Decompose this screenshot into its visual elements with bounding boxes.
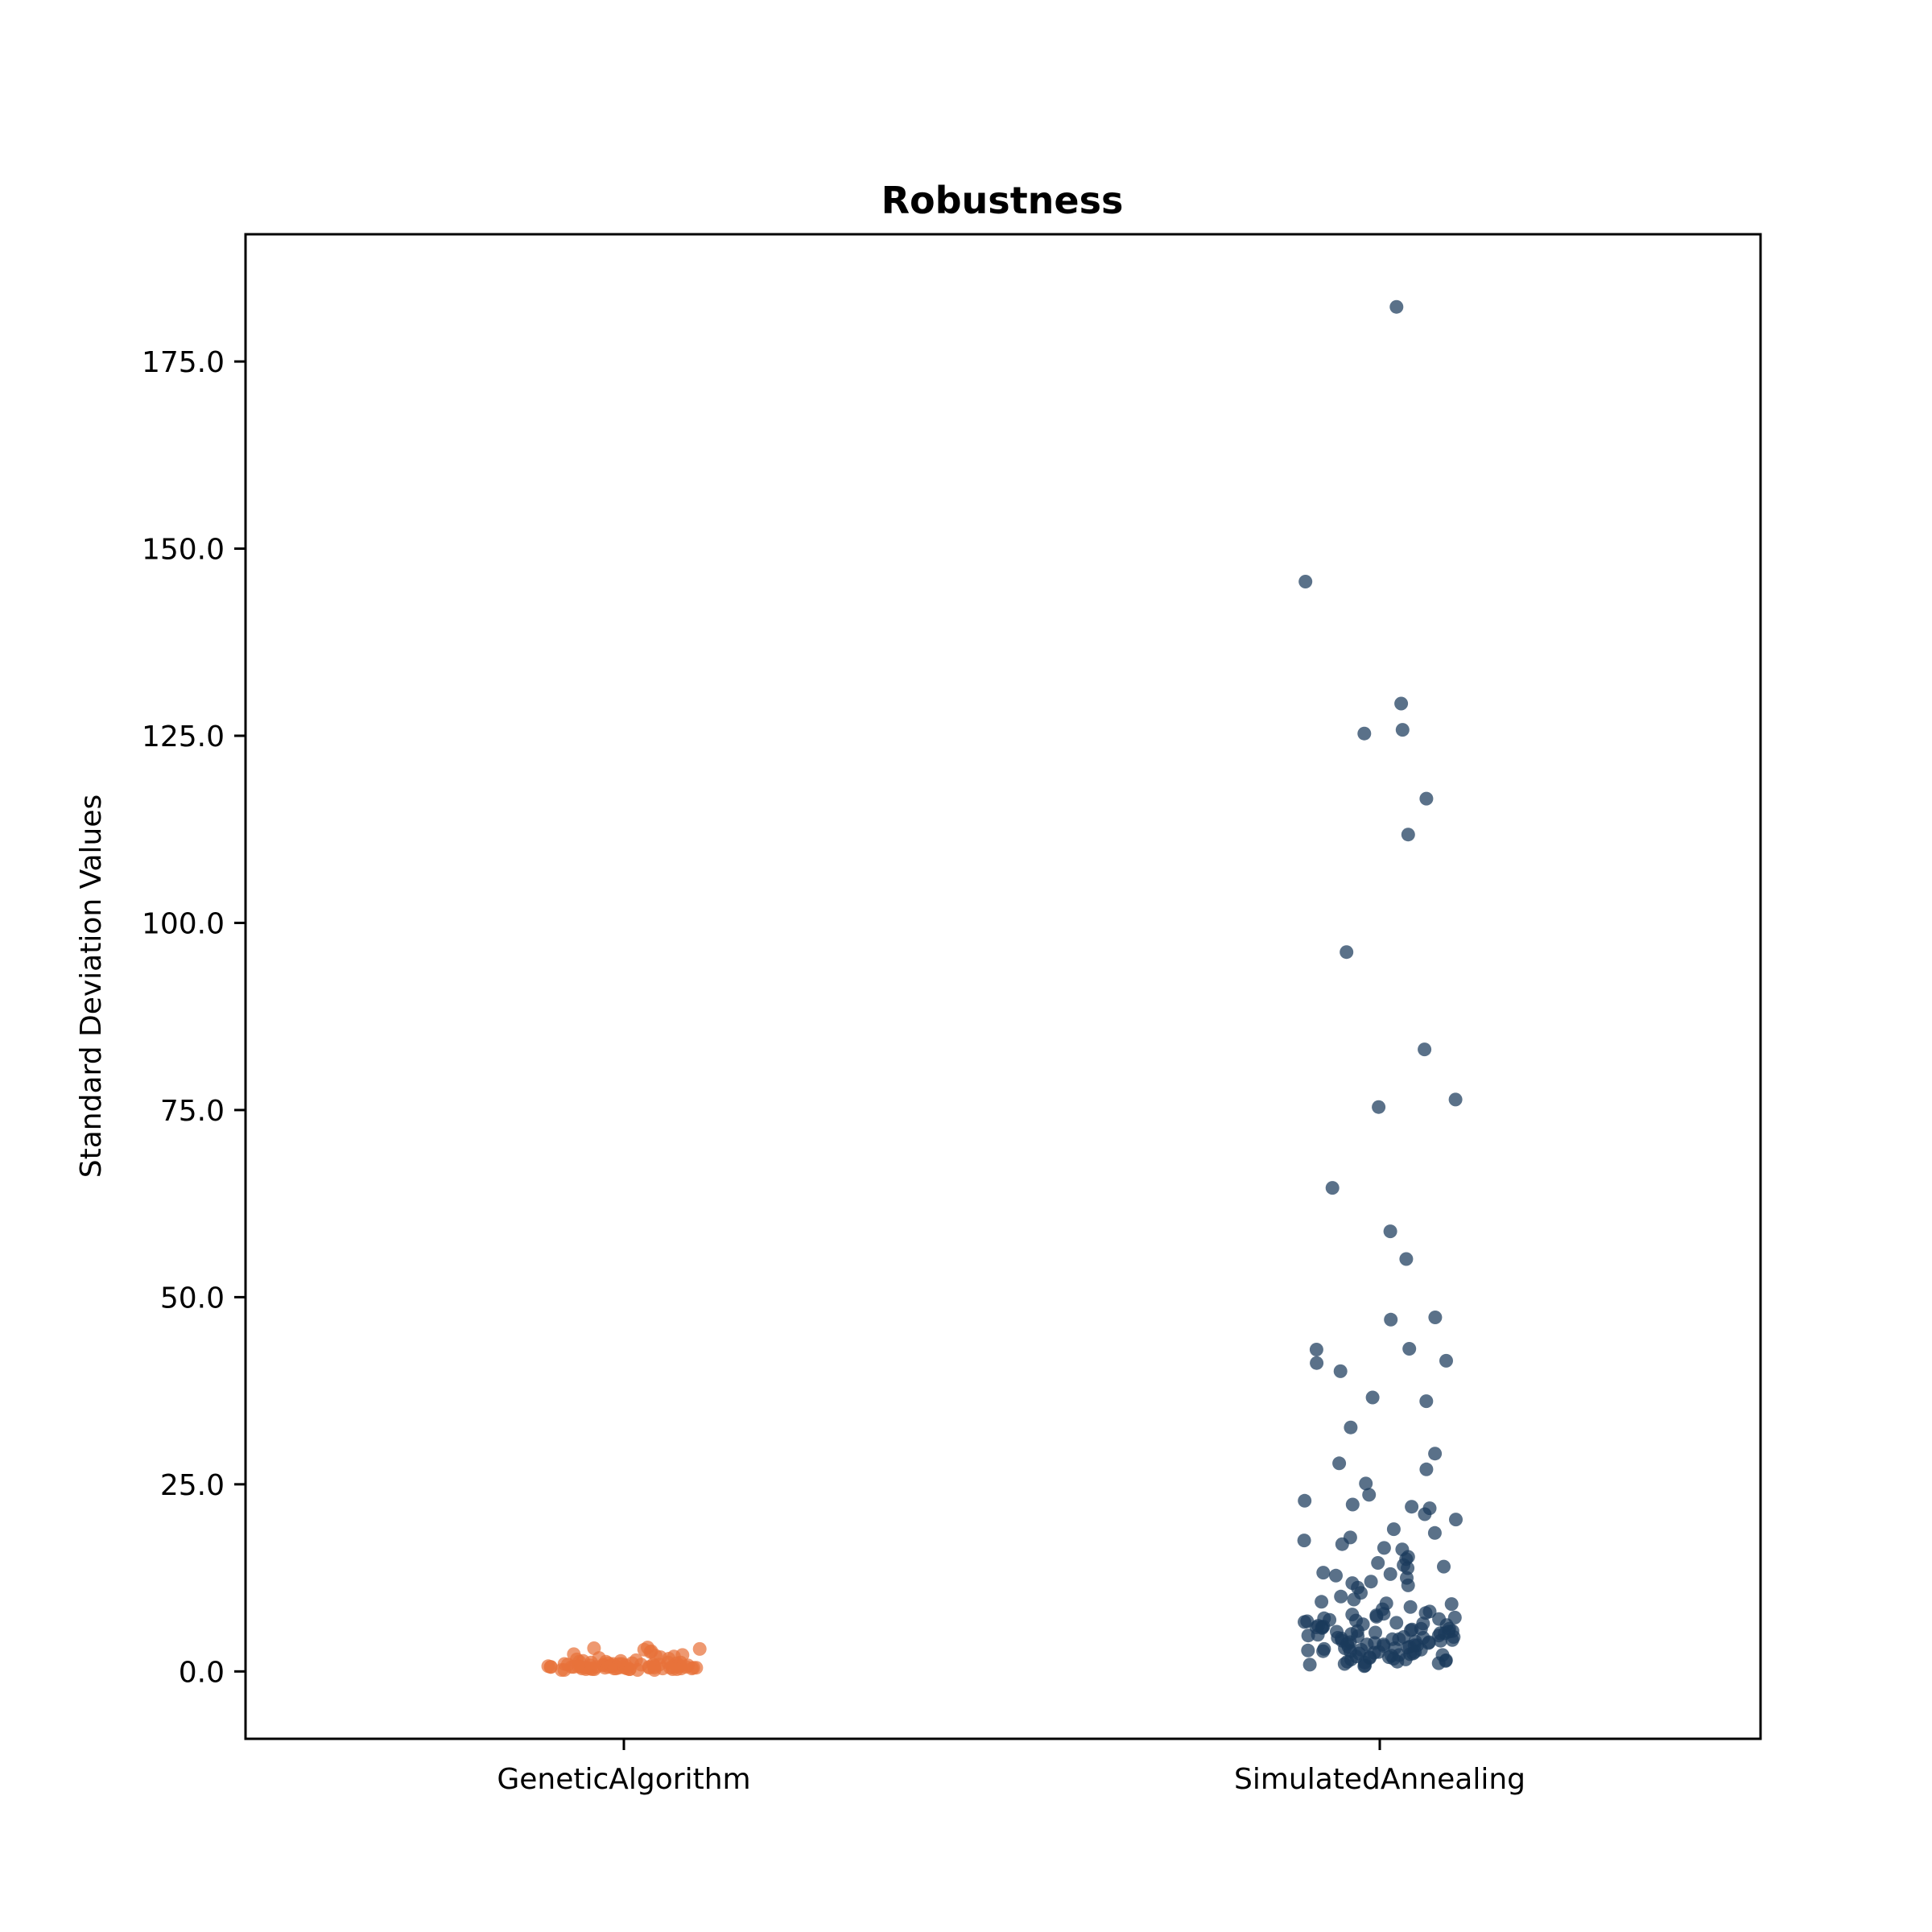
data-point <box>1384 1312 1398 1327</box>
data-point <box>679 1660 693 1674</box>
data-point <box>1333 1364 1348 1378</box>
data-point <box>560 1657 575 1672</box>
y-tick-label: 75.0 <box>160 1095 225 1128</box>
y-tick-label: 125.0 <box>142 720 225 753</box>
data-point <box>1419 791 1434 806</box>
data-point <box>1368 1625 1382 1640</box>
chart-title: Robustness <box>881 179 1124 222</box>
data-point <box>1397 1630 1411 1644</box>
data-point <box>1345 1497 1360 1512</box>
data-point <box>1402 1342 1417 1356</box>
data-point <box>1309 1343 1323 1356</box>
data-point <box>1428 1311 1443 1324</box>
data-point <box>1310 1356 1324 1370</box>
data-point <box>1381 1650 1396 1665</box>
data-point <box>1444 1597 1459 1612</box>
data-point <box>1386 1522 1401 1537</box>
data-point <box>1416 1616 1430 1631</box>
data-point <box>1427 1525 1442 1540</box>
data-point <box>1377 1541 1391 1555</box>
data-point <box>1394 696 1409 711</box>
y-tick-label: 25.0 <box>160 1469 225 1502</box>
data-point <box>1301 1643 1315 1657</box>
data-point <box>1419 1394 1434 1409</box>
data-point <box>1398 1652 1413 1666</box>
plot-frame <box>244 233 1762 1740</box>
data-point <box>1364 1575 1378 1589</box>
data-point <box>543 1660 558 1674</box>
data-point <box>1403 1600 1418 1614</box>
data-point <box>1383 1567 1397 1581</box>
data-point <box>585 1662 599 1676</box>
data-point <box>1401 1578 1415 1592</box>
data-point <box>1418 1507 1432 1521</box>
data-point <box>1344 1420 1358 1435</box>
data-point <box>1347 1592 1361 1607</box>
x-axis: GeneticAlgorithm SimulatedAnnealing <box>497 1739 1525 1796</box>
data-point <box>1357 726 1372 741</box>
y-tick-label: 175.0 <box>142 346 225 379</box>
data-point <box>1418 1606 1433 1620</box>
data-point <box>1340 1654 1355 1669</box>
data-point <box>1297 1534 1311 1548</box>
data-point <box>1399 1252 1414 1266</box>
data-point <box>1418 1042 1432 1057</box>
data-point <box>1315 1595 1329 1609</box>
data-point <box>571 1659 585 1674</box>
data-point <box>1359 1476 1373 1491</box>
data-point <box>1371 1556 1385 1570</box>
data-point <box>1340 945 1354 960</box>
data-point <box>1395 723 1410 737</box>
x-tick-label: SimulatedAnnealing <box>1234 1763 1525 1796</box>
data-point <box>1325 1181 1340 1195</box>
data-point <box>1368 1636 1382 1650</box>
data-point <box>1365 1390 1380 1405</box>
y-tick-label: 0.0 <box>179 1656 225 1689</box>
data-point <box>1298 575 1313 588</box>
y-tick-label: 100.0 <box>142 907 225 940</box>
y-axis: 0.0 25.0 50.0 75.0 100.0 125.0 150.0 175.0 <box>142 346 246 1689</box>
y-tick-label: 150.0 <box>142 534 225 567</box>
data-point <box>1428 1447 1443 1461</box>
data-point <box>1422 1635 1436 1649</box>
data-point <box>1316 1644 1331 1658</box>
data-point <box>1389 299 1404 314</box>
data-points <box>541 299 1463 1677</box>
data-point <box>1298 1493 1312 1508</box>
data-point <box>1300 1614 1315 1629</box>
data-point <box>1354 1642 1368 1657</box>
data-point <box>1302 1657 1317 1672</box>
data-point <box>1383 1224 1397 1239</box>
data-point <box>1372 1100 1386 1114</box>
data-point <box>1449 1513 1463 1527</box>
data-point <box>620 1662 634 1676</box>
data-point <box>1448 1092 1463 1107</box>
data-point <box>1332 1456 1347 1471</box>
data-point <box>642 1660 656 1674</box>
x-tick-label: GeneticAlgorithm <box>497 1763 750 1796</box>
data-point <box>1389 1616 1404 1630</box>
data-point <box>1323 1612 1337 1627</box>
data-point <box>1419 1462 1434 1476</box>
data-point <box>1329 1568 1343 1583</box>
y-axis-label: Standard Deviation Values <box>75 795 108 1178</box>
data-point <box>1447 1610 1462 1624</box>
data-point <box>1334 1589 1348 1604</box>
y-tick-label: 50.0 <box>160 1282 225 1315</box>
data-point <box>1316 1566 1331 1580</box>
data-point <box>1357 1659 1372 1674</box>
data-point <box>1405 1500 1419 1514</box>
data-point <box>1442 1624 1456 1639</box>
data-point <box>692 1641 707 1656</box>
data-point <box>1439 1353 1453 1368</box>
data-point <box>1408 1645 1422 1659</box>
data-point <box>1401 828 1415 842</box>
data-point <box>1437 1559 1451 1574</box>
data-point <box>1362 1488 1377 1502</box>
data-point <box>1435 1648 1450 1662</box>
data-point <box>1377 1607 1391 1621</box>
data-point <box>1343 1644 1357 1658</box>
data-point <box>1335 1537 1349 1551</box>
